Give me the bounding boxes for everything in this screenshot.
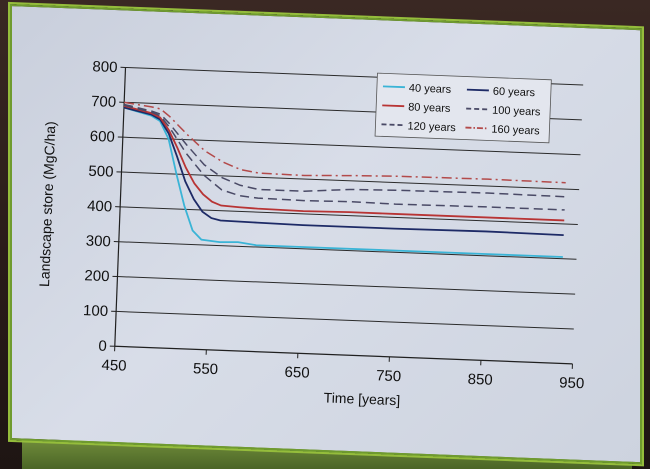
x-tick-label: 850 <box>467 371 493 389</box>
legend-label: 80 years <box>408 101 451 115</box>
series-lines <box>123 101 566 258</box>
x-tick-label: 650 <box>284 364 310 382</box>
legend-swatch <box>466 107 489 111</box>
gridline <box>117 276 576 295</box>
x-axis-title: Time [years] <box>323 389 400 408</box>
y-tick-label: 600 <box>89 128 115 146</box>
legend-swatch <box>465 126 488 130</box>
legend-box <box>374 72 552 144</box>
gridline <box>116 310 574 330</box>
x-tick-label: 450 <box>101 357 127 375</box>
x-tick-label: 550 <box>193 360 219 378</box>
legend-label: 40 years <box>409 82 452 96</box>
y-tick-label: 300 <box>85 232 111 250</box>
y-tick-label: 400 <box>87 198 113 216</box>
legend-swatch <box>382 104 405 108</box>
y-tick-label: 700 <box>91 93 117 111</box>
x-axis-line <box>114 345 573 365</box>
y-tick-label: 800 <box>92 58 118 76</box>
x-tick-label: 950 <box>559 374 585 392</box>
legend-swatch <box>382 85 405 89</box>
legend-label: 100 years <box>492 105 541 119</box>
series-line-60-years <box>123 106 564 237</box>
gridline <box>120 206 578 225</box>
y-tick-label: 0 <box>98 338 107 355</box>
gridline <box>118 241 577 260</box>
series-line-100-years <box>123 104 565 211</box>
legend-swatch <box>466 88 489 92</box>
legend-label: 60 years <box>493 86 536 100</box>
x-tick-label: 750 <box>376 367 402 385</box>
y-tick-label: 100 <box>83 302 109 320</box>
series-line-40-years <box>123 106 563 258</box>
legend-label: 160 years <box>491 124 540 138</box>
legend-swatch <box>381 123 404 127</box>
series-line-80-years <box>123 104 565 222</box>
y-tick-labels: 0 100 200 300 400 500 600 700 800 <box>83 58 126 355</box>
y-axis-title: Landscape store (MgC/ha) <box>36 121 58 287</box>
gridline <box>122 136 581 156</box>
gridline <box>121 171 580 191</box>
legend: 40 years 60 years 80 years 100 years 120 yea… <box>374 72 552 144</box>
y-tick-label: 500 <box>88 163 114 181</box>
series-line-160-years <box>124 101 566 184</box>
x-tick-labels: 450 550 650 750 850 950 <box>101 346 585 392</box>
y-tick-label: 200 <box>84 267 110 285</box>
legend-label: 120 years <box>407 120 456 134</box>
series-line-120-years <box>123 103 566 198</box>
